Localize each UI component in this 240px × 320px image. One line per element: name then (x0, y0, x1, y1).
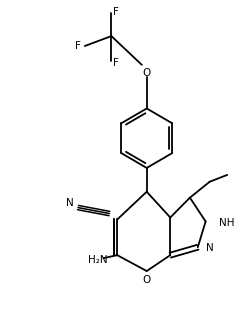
Text: H₂N: H₂N (88, 255, 108, 265)
Text: N: N (66, 198, 74, 208)
Text: O: O (143, 275, 151, 285)
Text: F: F (75, 41, 81, 51)
Text: N: N (206, 243, 213, 253)
Text: F: F (113, 7, 119, 17)
Text: F: F (113, 58, 119, 68)
Text: O: O (143, 68, 151, 78)
Text: NH: NH (219, 219, 235, 228)
